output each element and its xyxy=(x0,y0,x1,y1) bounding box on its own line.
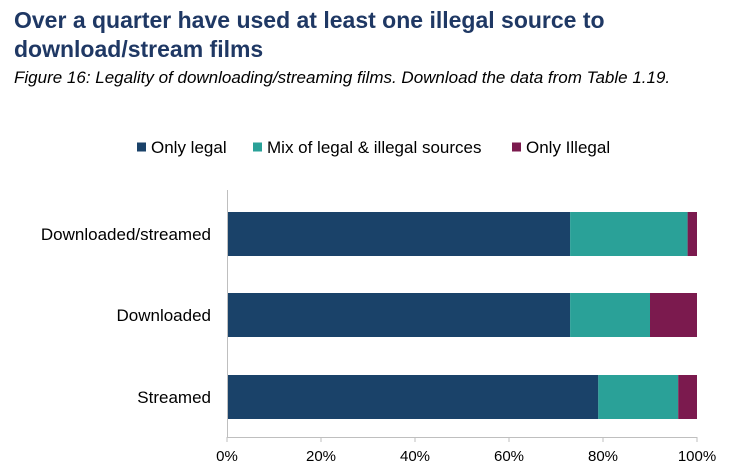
x-tick-label-4: 80% xyxy=(588,448,618,465)
category-label-2: Streamed xyxy=(137,388,211,407)
category-label-0: Downloaded/streamed xyxy=(41,225,211,244)
legend-label-2: Only Illegal xyxy=(526,138,610,157)
legend-marker-2 xyxy=(512,142,521,152)
x-tick-label-0: 0% xyxy=(216,448,238,465)
x-tick-label-2: 40% xyxy=(400,448,430,465)
bar-segment-1-1 xyxy=(570,293,650,337)
legend-marker-0 xyxy=(137,142,146,152)
bar-segment-2-1 xyxy=(598,375,679,419)
x-tick-label-1: 20% xyxy=(306,448,336,465)
bar-segment-2-2 xyxy=(678,375,697,419)
bar-segment-0-2 xyxy=(687,212,697,256)
x-tick-label-5: 100% xyxy=(678,448,716,465)
bar-segment-1-2 xyxy=(650,293,697,337)
legend-label-1: Mix of legal & illegal sources xyxy=(267,138,481,157)
bar-segment-0-0 xyxy=(227,212,571,256)
legend-marker-1 xyxy=(253,142,262,152)
bar-segment-1-0 xyxy=(227,293,571,337)
x-tick-label-3: 60% xyxy=(494,448,524,465)
legend-label-0: Only legal xyxy=(151,138,227,157)
chart-title: Over a quarter have used at least one il… xyxy=(14,7,605,62)
category-label-1: Downloaded xyxy=(116,306,211,325)
bar-segment-0-1 xyxy=(570,212,688,256)
chart-subtitle: Figure 16: Legality of downloading/strea… xyxy=(14,68,671,87)
bar-segment-2-0 xyxy=(227,375,599,419)
